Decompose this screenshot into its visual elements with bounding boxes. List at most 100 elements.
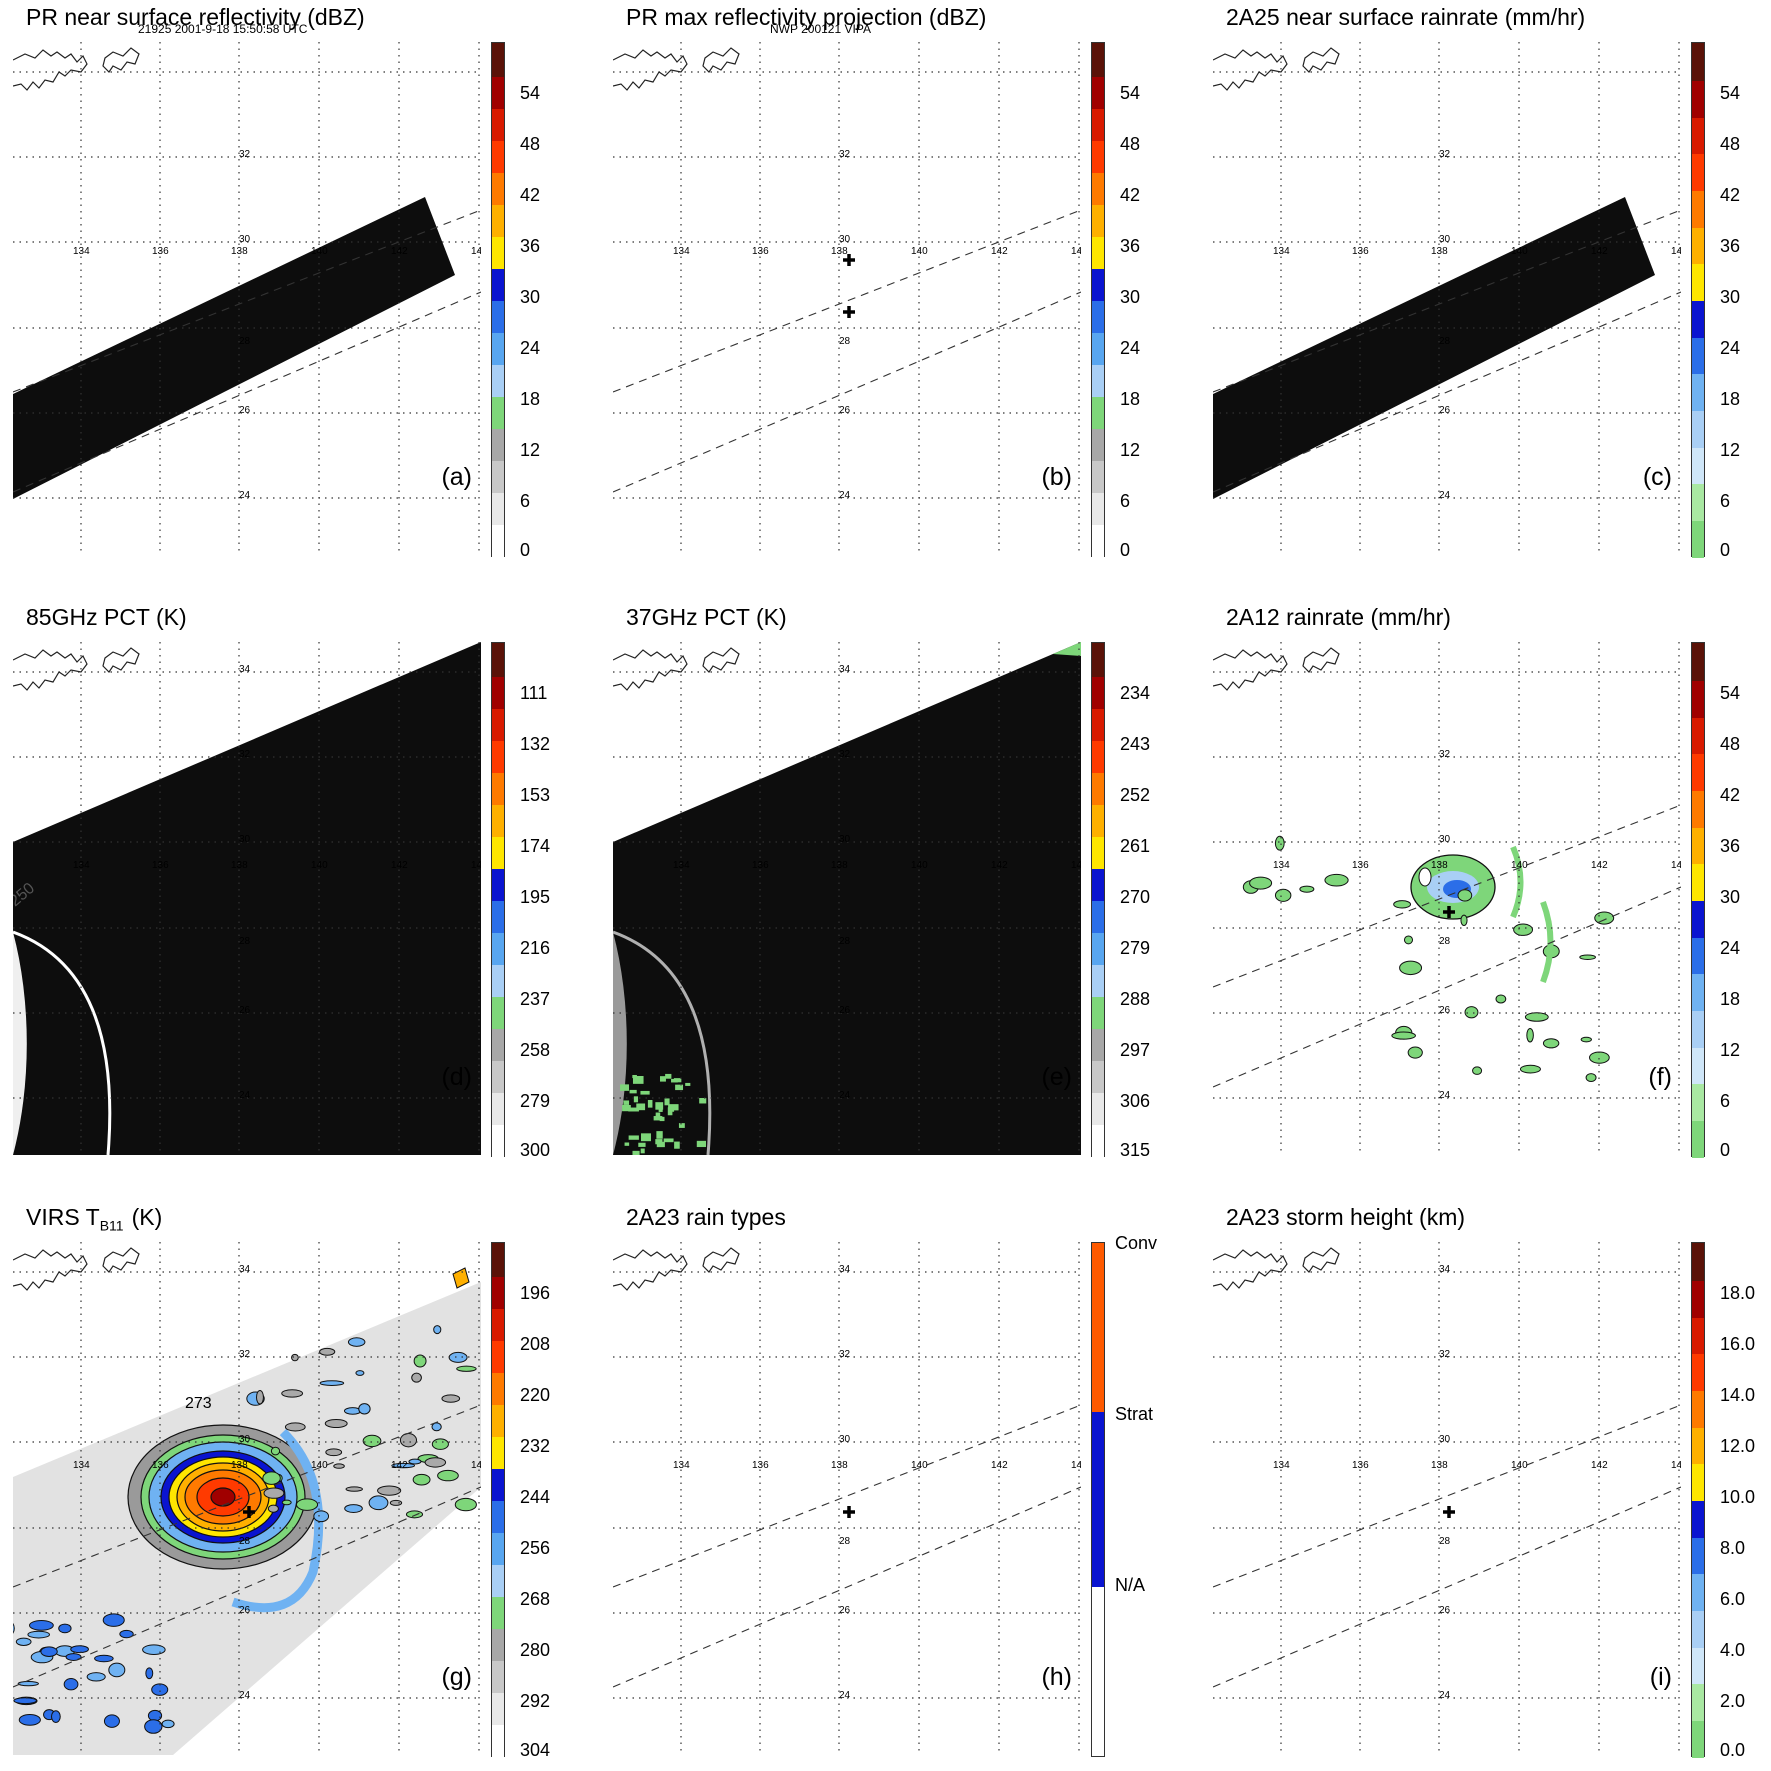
colorbar-tick: 54: [1120, 83, 1141, 104]
lat-label: 28: [1439, 1536, 1451, 1547]
colorbar: [491, 1242, 505, 1758]
colorbar-tick: 208: [520, 1334, 551, 1355]
lat-label: 32: [239, 149, 251, 160]
colorbar-tick: 196: [520, 1283, 551, 1304]
map-plot: [13, 42, 481, 555]
panel-label: (b): [1041, 463, 1072, 491]
lon-label: 134: [73, 246, 90, 257]
colorbar-tick: 48: [1720, 734, 1741, 755]
map-area: 273 34 32 30 28 26 24 134 136 138 140 142 144: [13, 1242, 481, 1755]
colorbar-tick: 0: [1120, 540, 1131, 561]
map-plot: [613, 1242, 1081, 1755]
lat-label: 26: [239, 1005, 251, 1016]
colorbar-tick: 256: [520, 1538, 551, 1559]
lat-label: 24: [1439, 1090, 1451, 1101]
colorbar: [491, 642, 505, 1158]
lat-label: 24: [839, 490, 851, 501]
lon-label: 136: [152, 1460, 169, 1471]
panel-g: 273 34 32 30 28 26 24 134 136 138 140 142 144 VIRS TB…: [0, 1200, 570, 1759]
panel-label: (a): [441, 463, 472, 491]
lon-label: 142: [991, 860, 1008, 871]
panel-title: PR near surface reflectivity (dBZ): [26, 4, 365, 30]
lon-label: 136: [752, 246, 769, 257]
colorbar-tick: 42: [520, 185, 541, 206]
colorbar-tick: 234: [1120, 683, 1151, 704]
lon-label: 142: [391, 860, 408, 871]
colorbar-tick: 54: [1720, 83, 1741, 104]
colorbar-tick: 261: [1120, 836, 1151, 857]
colorbar: [1691, 642, 1705, 1158]
lat-label: 28: [1439, 936, 1451, 947]
colorbar-tick: 220: [520, 1385, 551, 1406]
colorbar-tick: 0: [520, 540, 531, 561]
colorbar-tick: 24: [1120, 338, 1141, 359]
map-plot: 273: [13, 1242, 481, 1755]
colorbar-tick: 252: [1120, 785, 1151, 806]
lon-label: 142: [991, 246, 1008, 257]
panel-i: 34 32 30 28 26 24 134 136 138 140 142 144 2A23 storm…: [1200, 1200, 1770, 1759]
colorbar-tick: 297: [1120, 1040, 1151, 1061]
colorbar-tick: 24: [1720, 338, 1741, 359]
map-plot: [1213, 42, 1681, 555]
colorbar-tick: 42: [1120, 185, 1141, 206]
colorbar-tick: 36: [1120, 236, 1141, 257]
colorbar-tick: 48: [1720, 134, 1741, 155]
colorbar-tick: 216: [520, 938, 551, 959]
lat-label: 28: [839, 936, 851, 947]
lon-label: 136: [1352, 246, 1369, 257]
map-plot: [1213, 642, 1681, 1155]
lon-label: 142: [1591, 1460, 1608, 1471]
map-plot: [613, 642, 1081, 1155]
lat-label: 28: [839, 1536, 851, 1547]
lon-label: 140: [1511, 860, 1528, 871]
lat-label: 30: [1439, 1434, 1451, 1445]
lon-label: 144: [1671, 860, 1681, 871]
panel-title: 37GHz PCT (K): [626, 604, 787, 630]
panel-label: (e): [1041, 1063, 1072, 1091]
lon-label: 140: [311, 246, 328, 257]
colorbar-tick: 279: [1120, 938, 1151, 959]
lat-label: 32: [839, 149, 851, 160]
lat-label: 34: [239, 1264, 251, 1275]
colorbar-tick: 153: [520, 785, 551, 806]
lon-label: 140: [311, 1460, 328, 1471]
colorbar-tick: 54: [1720, 683, 1741, 704]
lon-label: 136: [1352, 860, 1369, 871]
lon-label: 142: [1591, 860, 1608, 871]
colorbar-tick: 18.0: [1720, 1283, 1756, 1304]
lat-label: 24: [239, 1090, 251, 1101]
colorbar-tick: 4.0: [1720, 1640, 1746, 1661]
colorbar-tick: 16.0: [1720, 1334, 1756, 1355]
map-area: 32 30 28 26 24 134 136 138 140 142 144: [613, 42, 1081, 555]
lat-label: 26: [839, 1005, 851, 1016]
lon-label: 144: [1071, 860, 1081, 871]
colorbar-tick: 0: [1720, 540, 1731, 561]
lat-label: 32: [1439, 749, 1451, 760]
lon-label: 136: [152, 246, 169, 257]
lat-label: 34: [239, 664, 251, 675]
colorbar-tick: 279: [520, 1091, 551, 1112]
lat-label: 30: [239, 834, 251, 845]
colorbar-tick: 132: [520, 734, 551, 755]
panel-b: 32 30 28 26 24 134 136 138 140 142 144 PR max refle…: [600, 0, 1170, 559]
lon-label: 134: [1273, 246, 1290, 257]
colorbar-tick: 6: [1720, 491, 1731, 512]
lat-label: 28: [839, 336, 851, 347]
colorbar-tick: 12: [520, 440, 541, 461]
colorbar: [1091, 1242, 1105, 1757]
colorbar-tick: 10.0: [1720, 1487, 1756, 1508]
colorbar-tick: 232: [520, 1436, 551, 1457]
panel-f: 32 30 28 26 24 134 136 138 140 142 144 2A12 rainrat…: [1200, 600, 1770, 1159]
panel-label: (i): [1649, 1663, 1672, 1691]
lon-label: 144: [1071, 246, 1081, 257]
title-subscript: B11: [99, 1217, 124, 1234]
colorbar-tick: 18: [1120, 389, 1141, 410]
lon-label: 134: [1273, 860, 1290, 871]
colorbar-tick: 30: [1120, 287, 1141, 308]
lat-label: 30: [839, 1434, 851, 1445]
lon-label: 138: [831, 1460, 848, 1471]
lon-label: 142: [391, 1460, 408, 1471]
lon-label: 142: [1591, 246, 1608, 257]
lat-label: 32: [839, 749, 851, 760]
